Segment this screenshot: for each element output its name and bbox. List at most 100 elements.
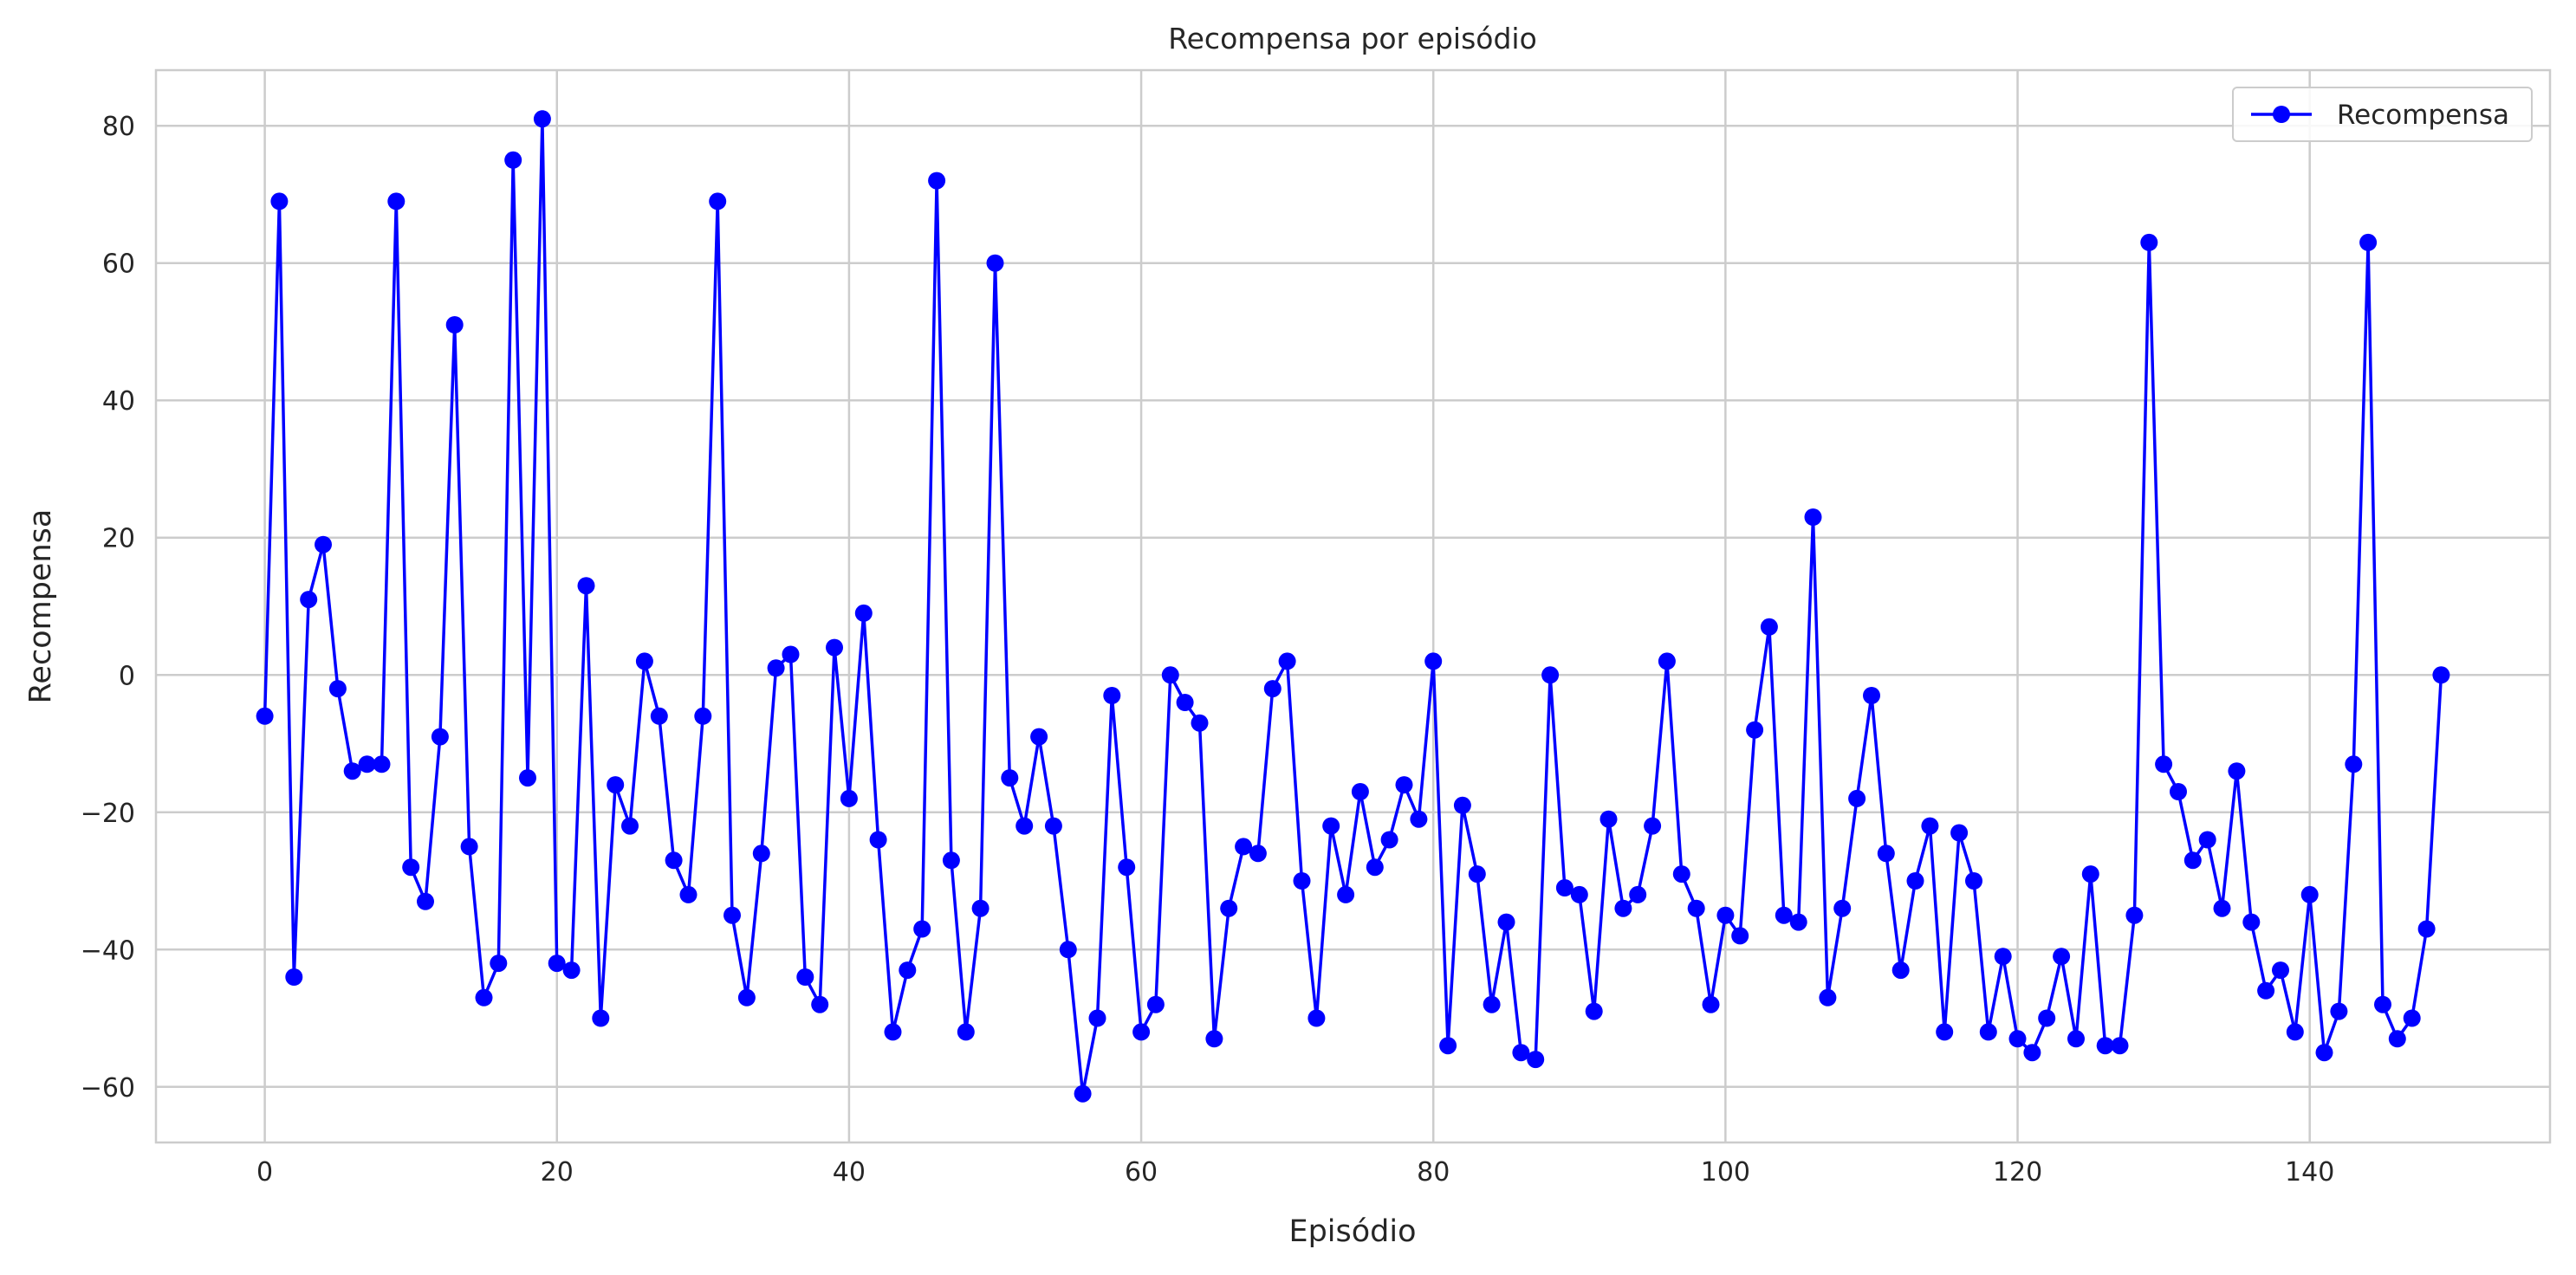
data-point	[402, 858, 420, 877]
data-point	[2096, 1037, 2114, 1055]
data-point	[504, 151, 522, 169]
data-point	[1541, 666, 1560, 684]
data-point	[1512, 1044, 1530, 1062]
data-point	[2067, 1030, 2085, 1048]
y-tick-label: 20	[102, 524, 135, 554]
data-point	[737, 988, 756, 1006]
data-point	[767, 659, 785, 677]
data-point	[1015, 817, 1034, 835]
data-point	[679, 885, 698, 903]
data-point	[2170, 783, 2187, 800]
data-point	[1249, 845, 1267, 863]
data-point	[417, 892, 434, 910]
data-point	[315, 535, 332, 553]
chart-title: Recompensa por episódio	[1168, 22, 1537, 55]
data-point	[533, 110, 551, 128]
data-point	[942, 851, 960, 870]
data-point	[1731, 927, 1749, 945]
x-tick-label: 80	[1417, 1157, 1450, 1188]
x-axis-label: Episódio	[1288, 1214, 1416, 1249]
data-point	[1716, 906, 1735, 924]
data-point	[1687, 899, 1705, 917]
data-point	[373, 755, 391, 773]
data-point	[577, 577, 595, 595]
data-point	[2183, 851, 2202, 870]
data-point	[2081, 865, 2099, 883]
data-point	[869, 831, 887, 849]
data-point	[650, 707, 668, 725]
data-point	[1161, 666, 1179, 684]
data-point	[387, 192, 406, 210]
data-point	[1629, 885, 1647, 903]
data-point	[1702, 995, 1720, 1013]
data-point	[1074, 1084, 1092, 1103]
data-point	[1833, 899, 1852, 917]
data-point	[1599, 810, 1618, 828]
legend-label-recompensa: Recompensa	[2337, 100, 2509, 131]
data-point	[1497, 913, 1515, 931]
data-point	[270, 192, 289, 210]
data-point	[1863, 687, 1880, 704]
data-point	[694, 707, 712, 725]
data-point	[1877, 845, 1895, 863]
data-point	[1235, 838, 1253, 856]
data-point	[256, 707, 274, 725]
data-point	[2228, 762, 2246, 780]
data-point	[635, 652, 653, 670]
data-point	[2125, 906, 2144, 924]
data-point	[1804, 508, 1822, 526]
data-point	[1044, 817, 1062, 835]
data-point	[2417, 920, 2436, 938]
data-point	[1191, 714, 1209, 732]
data-point	[2111, 1037, 2129, 1055]
data-point	[2388, 1030, 2406, 1048]
data-point	[928, 172, 946, 190]
data-point	[1585, 1002, 1603, 1020]
data-point	[840, 789, 858, 807]
data-point	[2286, 1023, 2304, 1041]
data-point	[1994, 948, 2012, 966]
y-axis-label: Recompensa	[23, 509, 58, 704]
data-point	[1760, 618, 1778, 636]
data-point	[2242, 913, 2261, 931]
data-point	[1278, 652, 1296, 670]
data-point	[2053, 948, 2071, 966]
data-point	[1644, 817, 1662, 835]
data-point	[1555, 879, 1574, 896]
data-point	[1950, 824, 1969, 842]
data-point	[1146, 995, 1165, 1013]
data-point	[1468, 865, 1486, 883]
data-point	[1380, 831, 1398, 849]
data-point	[1936, 1023, 1954, 1041]
data-point	[1921, 817, 1939, 835]
legend-marker-swatch	[2273, 106, 2290, 123]
data-point	[328, 680, 347, 698]
data-point	[884, 1023, 902, 1041]
tick-labels: 0 20 40 60 80 100 120 140 −60 −40 −20 0 20 40 60 80	[81, 112, 2335, 1188]
data-point	[1220, 899, 1238, 917]
data-point	[1614, 899, 1632, 917]
data-point	[723, 906, 741, 924]
data-point	[2023, 1044, 2041, 1062]
data-point	[1424, 652, 1443, 670]
data-point	[1672, 865, 1690, 883]
data-point	[285, 968, 303, 986]
x-tick-label: 120	[1993, 1157, 2042, 1188]
data-point	[1789, 913, 1807, 931]
data-point	[986, 254, 1004, 272]
y-tick-label: −40	[81, 935, 135, 966]
data-point	[1263, 680, 1282, 698]
data-point	[2198, 831, 2216, 849]
x-tick-label: 40	[833, 1157, 866, 1188]
legend: Recompensa	[2232, 87, 2533, 142]
data-point	[752, 845, 770, 863]
data-point	[1088, 1009, 1106, 1027]
data-point	[1001, 769, 1019, 787]
data-point	[1293, 872, 1311, 890]
data-point	[300, 591, 318, 609]
data-point	[796, 968, 814, 986]
data-point	[2038, 1009, 2056, 1027]
data-point	[1205, 1030, 1223, 1048]
data-point	[592, 1009, 610, 1027]
data-point	[343, 762, 361, 780]
